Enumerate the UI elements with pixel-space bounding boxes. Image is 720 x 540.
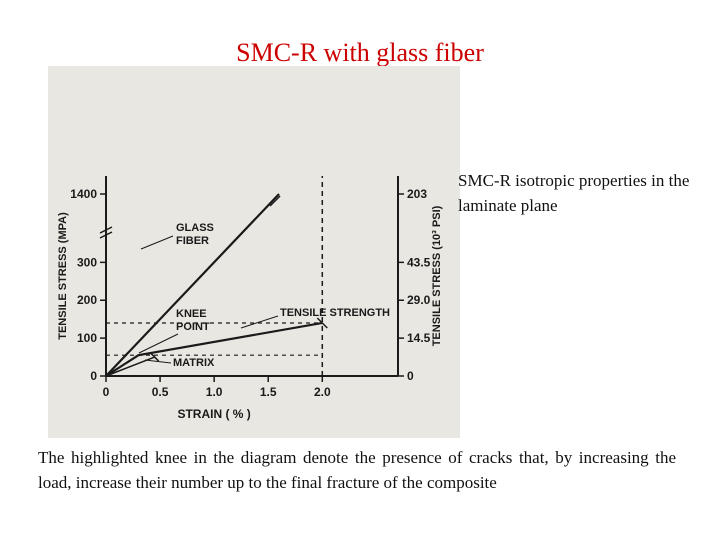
y-right-tick-label: 0 <box>407 369 414 383</box>
caption-text: The highlighted knee in the diagram deno… <box>38 448 676 492</box>
y-left-tick-label: 300 <box>77 255 97 269</box>
y-left-tick-label: 200 <box>77 293 97 307</box>
y-right-tick-label: 43.5 <box>407 255 431 269</box>
annotation-tensile-strength: TENSILE STRENGTH <box>280 307 390 319</box>
side-note: SMC-R isotropic properties in the lamina… <box>458 171 690 215</box>
x-tick-label: 2.0 <box>314 385 331 399</box>
matrix-failure-mark <box>150 352 160 362</box>
x-tick-label: 0 <box>103 385 110 399</box>
chart-labels: 0 0.5 1.0 1.5 2.0 0 100 200 300 1400 0 14.5 29.0 43.5… <box>57 187 443 421</box>
y-right-tick-label: 203 <box>407 187 427 201</box>
annotation-leader <box>140 235 174 250</box>
y-right-tick-label: 14.5 <box>407 331 431 345</box>
x-tick-label: 0.5 <box>152 385 169 399</box>
slide-title: SMC-R with glass fiber <box>236 38 484 67</box>
glass-fiber-failure-mark <box>269 195 281 207</box>
annotation-glass-fiber: FIBER <box>176 235 209 247</box>
y-axis-break-mark <box>99 231 113 239</box>
y-right-tick-label: 29.0 <box>407 293 431 307</box>
annotation-glass-fiber: GLASS <box>176 222 214 234</box>
chart-marks <box>105 176 328 377</box>
annotation-knee-point: KNEE <box>176 308 207 320</box>
y-axis-right-label: TENSILE STRESS (10³ PSI) <box>431 205 443 346</box>
y-axis-left-label: TENSILE STRESS (MPA) <box>57 212 69 340</box>
y-left-tick-label: 100 <box>77 331 97 345</box>
annotation-knee-point: POINT <box>176 321 210 333</box>
series-line <box>105 321 323 377</box>
y-left-tick-label: 0 <box>90 369 97 383</box>
tensile-strength-mark <box>316 317 328 329</box>
annotation-matrix: MATRIX <box>173 357 215 369</box>
series-line <box>105 193 280 377</box>
annotation-leader <box>240 315 279 329</box>
x-tick-label: 1.0 <box>206 385 223 399</box>
x-tick-label: 1.5 <box>260 385 277 399</box>
annotation-leader <box>138 333 179 354</box>
y-left-tick-label: 1400 <box>70 187 97 201</box>
y-axis-break-mark <box>99 226 113 234</box>
annotation-leader <box>144 359 172 364</box>
stress-strain-figure: 0 0.5 1.0 1.5 2.0 0 100 200 300 1400 0 14.5 29.0 43.5… <box>48 66 460 438</box>
stress-strain-chart: 0 0.5 1.0 1.5 2.0 0 100 200 300 1400 0 14.5 29.0 43.5… <box>57 176 443 421</box>
chart-axes <box>99 176 404 382</box>
x-axis-label: STRAIN ( % ) <box>177 407 250 421</box>
